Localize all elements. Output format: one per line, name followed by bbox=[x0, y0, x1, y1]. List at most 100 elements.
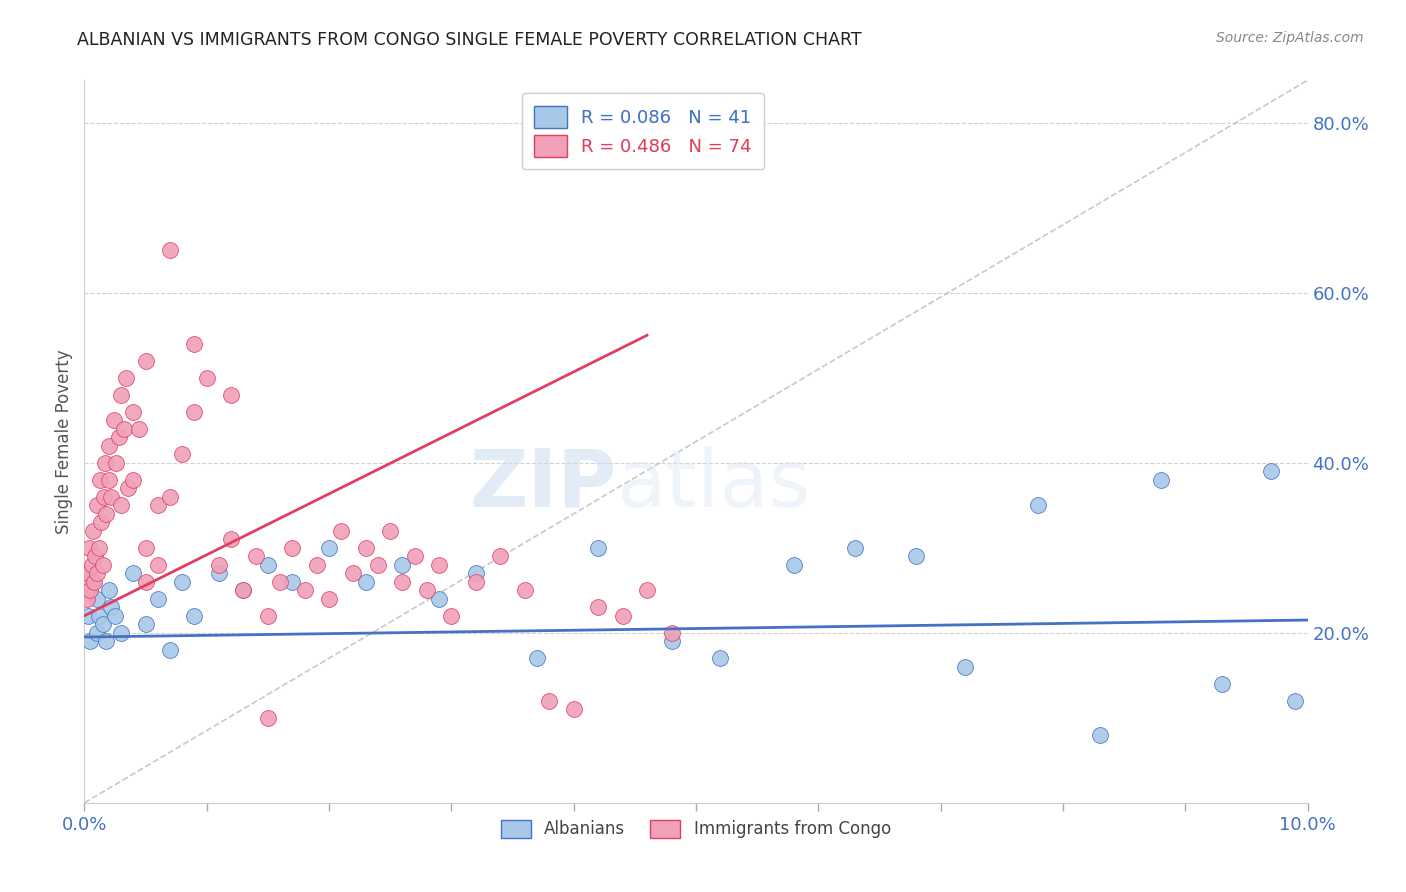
Point bbox=[391, 558, 413, 572]
Point bbox=[661, 625, 683, 640]
Point bbox=[844, 541, 866, 555]
Point bbox=[87, 608, 110, 623]
Point bbox=[783, 558, 806, 572]
Point bbox=[440, 608, 463, 623]
Point bbox=[219, 533, 242, 547]
Point bbox=[135, 353, 157, 368]
Point bbox=[122, 566, 145, 581]
Point bbox=[135, 617, 157, 632]
Point bbox=[93, 490, 115, 504]
Point bbox=[96, 507, 118, 521]
Point bbox=[87, 541, 110, 555]
Point bbox=[1088, 728, 1111, 742]
Point bbox=[586, 600, 609, 615]
Point bbox=[112, 422, 135, 436]
Point bbox=[1028, 498, 1050, 512]
Point bbox=[427, 558, 450, 572]
Point bbox=[97, 439, 120, 453]
Point bbox=[416, 583, 439, 598]
Point bbox=[183, 405, 205, 419]
Point bbox=[94, 456, 117, 470]
Point bbox=[110, 388, 132, 402]
Point bbox=[709, 651, 731, 665]
Point bbox=[75, 574, 97, 589]
Point bbox=[245, 549, 267, 564]
Point bbox=[110, 625, 132, 640]
Point bbox=[105, 456, 128, 470]
Point bbox=[79, 583, 101, 598]
Point bbox=[404, 549, 426, 564]
Point bbox=[636, 583, 658, 598]
Text: Source: ZipAtlas.com: Source: ZipAtlas.com bbox=[1216, 31, 1364, 45]
Point bbox=[91, 617, 114, 632]
Point bbox=[172, 574, 194, 589]
Point bbox=[195, 371, 218, 385]
Point bbox=[135, 574, 157, 589]
Point bbox=[269, 574, 291, 589]
Point bbox=[128, 422, 150, 436]
Point bbox=[107, 430, 129, 444]
Point bbox=[257, 558, 280, 572]
Point bbox=[354, 574, 377, 589]
Point bbox=[354, 541, 377, 555]
Point bbox=[208, 558, 231, 572]
Point bbox=[1150, 473, 1173, 487]
Point bbox=[135, 541, 157, 555]
Point bbox=[96, 634, 118, 648]
Point bbox=[489, 549, 512, 564]
Text: atlas: atlas bbox=[616, 446, 811, 524]
Point bbox=[953, 660, 976, 674]
Point bbox=[86, 566, 108, 581]
Point bbox=[82, 524, 104, 538]
Point bbox=[86, 591, 108, 606]
Point bbox=[110, 498, 132, 512]
Point bbox=[80, 558, 103, 572]
Point bbox=[117, 481, 139, 495]
Point bbox=[380, 524, 402, 538]
Point bbox=[318, 591, 340, 606]
Point bbox=[183, 608, 205, 623]
Point bbox=[77, 541, 100, 555]
Point bbox=[122, 473, 145, 487]
Point bbox=[586, 541, 609, 555]
Point bbox=[330, 524, 353, 538]
Point bbox=[172, 447, 194, 461]
Point bbox=[79, 634, 101, 648]
Point bbox=[122, 405, 145, 419]
Point bbox=[661, 634, 683, 648]
Point bbox=[367, 558, 389, 572]
Point bbox=[294, 583, 316, 598]
Point bbox=[318, 541, 340, 555]
Point bbox=[391, 574, 413, 589]
Point bbox=[146, 498, 169, 512]
Point bbox=[86, 498, 108, 512]
Text: ALBANIAN VS IMMIGRANTS FROM CONGO SINGLE FEMALE POVERTY CORRELATION CHART: ALBANIAN VS IMMIGRANTS FROM CONGO SINGLE… bbox=[77, 31, 862, 49]
Text: ZIP: ZIP bbox=[470, 446, 616, 524]
Point bbox=[1260, 464, 1282, 478]
Point bbox=[90, 516, 112, 530]
Point bbox=[538, 694, 561, 708]
Point bbox=[83, 574, 105, 589]
Point bbox=[305, 558, 328, 572]
Point bbox=[905, 549, 928, 564]
Point bbox=[219, 388, 242, 402]
Point bbox=[91, 558, 114, 572]
Point bbox=[612, 608, 634, 623]
Point bbox=[183, 336, 205, 351]
Point bbox=[281, 574, 304, 589]
Point bbox=[146, 591, 169, 606]
Point bbox=[100, 490, 122, 504]
Point bbox=[77, 566, 100, 581]
Point bbox=[159, 244, 181, 258]
Point bbox=[427, 591, 450, 606]
Point bbox=[1284, 694, 1306, 708]
Point bbox=[84, 549, 107, 564]
Point bbox=[103, 413, 125, 427]
Legend: Albanians, Immigrants from Congo: Albanians, Immigrants from Congo bbox=[495, 813, 897, 845]
Point bbox=[146, 558, 169, 572]
Point bbox=[342, 566, 364, 581]
Point bbox=[208, 566, 231, 581]
Point bbox=[86, 625, 108, 640]
Point bbox=[526, 651, 548, 665]
Point bbox=[82, 574, 104, 589]
